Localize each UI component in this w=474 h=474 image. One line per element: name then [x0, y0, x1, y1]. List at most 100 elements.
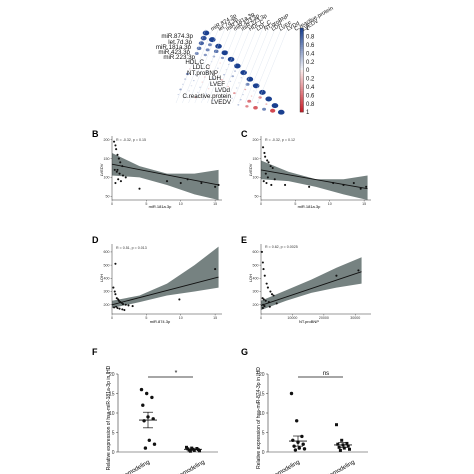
colorbar-tick-label: 0.2: [306, 77, 315, 83]
group-point: [295, 419, 299, 423]
y-tick-label: 5: [112, 430, 115, 436]
heatmap-cell-11-10: [265, 103, 268, 105]
heatmap-cell-2-0: [198, 41, 205, 46]
data-point: [121, 165, 124, 168]
x-tick-label: 0: [260, 202, 262, 206]
heatmap-row-label: LDH: [209, 75, 221, 82]
colorbar-segment: [300, 70, 304, 73]
data-point: [113, 306, 116, 309]
data-point: [264, 155, 267, 158]
group-point: [342, 446, 346, 450]
colorbar-segment: [300, 95, 304, 98]
scatter-panel-d: 0 5 10 15 200 300 400 500 600: [104, 244, 222, 320]
data-point: [121, 308, 124, 311]
stat-annotation-c: R = -0.32, p = 0.12: [265, 138, 295, 142]
data-point: [117, 178, 120, 181]
heatmap-row-label: LDL.C: [192, 64, 210, 71]
data-point: [359, 187, 362, 190]
heatmap-row-labels: miR.874.3plet.7d.3pmiR.181a.3pmiR.423.3p…: [156, 33, 232, 106]
data-point: [124, 176, 127, 179]
heatmap-gridline: [175, 28, 207, 104]
heatmap-cell-6-5: [234, 70, 237, 72]
heatmap-gridline: [226, 28, 257, 104]
heatmap-cell-2-1: [207, 43, 212, 47]
data-point: [116, 153, 119, 156]
heatmap-cell-12-4: [211, 99, 214, 102]
x-tick-label: 0: [111, 202, 113, 206]
colorbar-segment: [300, 82, 304, 85]
data-point: [262, 303, 265, 306]
x-tick-label: 10: [328, 202, 332, 206]
heatmap-cell-8-0: [185, 72, 190, 76]
data-point: [119, 161, 122, 164]
group-point: [152, 442, 157, 446]
heatmap-row-label: let.7d.3p: [168, 39, 192, 46]
data-point: [261, 261, 264, 264]
x-tick-label: 10000: [287, 316, 297, 320]
data-point: [114, 144, 117, 147]
heatmap-column-labels: miR.874.3plet.7d.3pmiR.181a.3pmiR.423.3p…: [210, 6, 335, 33]
colorbar-segment: [300, 46, 304, 50]
stat-annotation-d: R = 0.51, p = 0.013: [116, 246, 147, 250]
data-point: [114, 293, 117, 296]
heatmap-cell-7-5: [231, 75, 235, 78]
y-tick-label: 150: [253, 157, 259, 161]
heatmap-row-label: C.reactive.protein: [183, 93, 232, 100]
data-point: [263, 305, 266, 308]
colorbar-frame: [299, 27, 304, 113]
heatmap-row-label: NT.proBNP: [187, 70, 218, 77]
y-tick-label: 0: [112, 450, 115, 456]
heatmap-cell-11-6: [231, 97, 233, 99]
data-point: [342, 183, 345, 186]
data-point: [262, 146, 265, 149]
data-point: [121, 174, 125, 177]
colorbar-segment: [300, 78, 304, 81]
heatmap-cell-1-1: [208, 37, 216, 43]
y-tick-label: 20: [109, 372, 115, 378]
colorbar-segment: [300, 30, 304, 33]
data-point: [112, 286, 115, 289]
group-point: [147, 438, 151, 442]
heatmap-cell-12-8: [245, 105, 249, 108]
data-point: [120, 301, 123, 304]
heatmap-cell-4-0: [194, 52, 199, 55]
heatmap-cell-8-8: [252, 83, 260, 89]
group-point: [192, 448, 196, 452]
data-point: [115, 148, 118, 151]
heatmap-cell-9-7: [244, 88, 247, 91]
data-point: [119, 180, 122, 183]
heatmap-cell-7-3: [214, 72, 217, 74]
data-point: [114, 262, 117, 265]
heatmap-row-label: miR.874.3p: [161, 33, 193, 40]
y-tick-label: 50: [255, 194, 259, 198]
colorbar-segment: [300, 97, 304, 100]
colorbar-segment: [300, 86, 304, 90]
panel-letter-d: D: [92, 235, 99, 245]
ylabel-e: LDH: [248, 274, 253, 282]
group-point: [301, 442, 305, 446]
heatmap-cell-11-11: [271, 103, 279, 109]
y-tick-label: 600: [104, 250, 110, 254]
panel-letter-e: E: [241, 235, 247, 245]
heatmap-cell-11-4: [214, 94, 216, 96]
heatmap-cell-8-1: [195, 74, 197, 77]
y-tick-label: 400: [104, 277, 110, 281]
heatmap-cell-11-1: [188, 90, 190, 92]
data-point: [266, 159, 269, 162]
y-tick-label: 200: [104, 303, 110, 307]
colorbar-segment: [300, 44, 304, 48]
colorbar-segment: [300, 57, 304, 60]
y-tick-label: 5: [262, 430, 265, 436]
data-point: [308, 185, 311, 188]
colorbar-segment: [300, 101, 304, 104]
x-tick-label: 30000: [350, 316, 360, 320]
heatmap-cell-12-3: [203, 98, 205, 100]
heatmap-cell-6-3: [217, 67, 219, 69]
colorbar-segment: [300, 42, 304, 46]
data-point: [127, 304, 130, 307]
data-point: [118, 172, 121, 175]
heatmap-column-label: LVDd: [286, 21, 301, 33]
heatmap-cell-10-7: [242, 93, 244, 96]
y-tick-label: 10: [109, 411, 115, 417]
heatmap-cell-3-0: [196, 46, 202, 51]
